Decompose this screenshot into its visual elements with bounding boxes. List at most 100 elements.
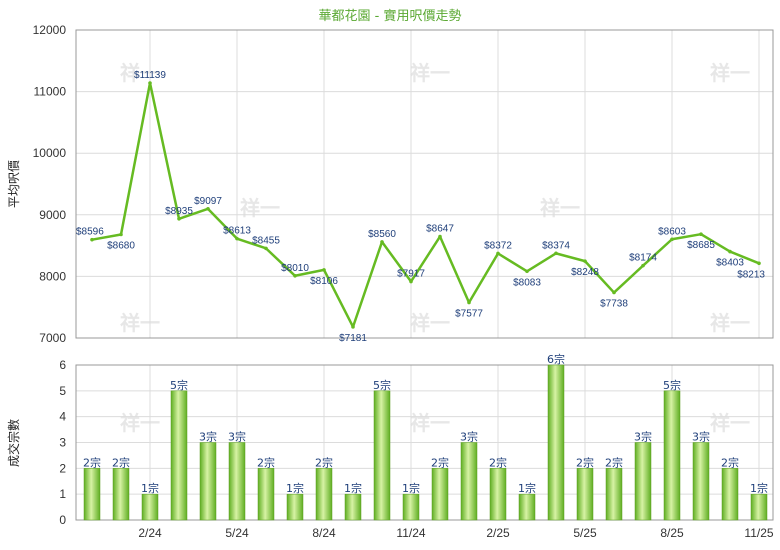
price-point-label: $7917	[397, 269, 425, 280]
volume-y-ticks: 0 1 2 3 4 5 6	[59, 358, 66, 527]
x-tick-label: 2/24	[138, 526, 162, 540]
volume-bar	[518, 493, 536, 521]
volume-bar-label: 2宗	[431, 455, 449, 469]
volume-bar	[286, 493, 304, 521]
price-point	[119, 232, 123, 237]
volume-y-tick: 3	[59, 436, 66, 450]
volume-y-tick: 2	[59, 461, 66, 475]
price-point-label: $7181	[339, 333, 367, 344]
volume-bar-label: 1宗	[286, 481, 304, 495]
x-tick-label: 8/24	[312, 526, 336, 540]
price-point-label: $8083	[513, 277, 541, 288]
volume-bar-label: 5宗	[170, 378, 188, 392]
price-point-label: $8106	[310, 276, 338, 287]
volume-bar	[460, 442, 478, 521]
price-point	[583, 259, 587, 263]
volume-bar-label: 2宗	[112, 455, 130, 469]
volume-y-tick: 1	[59, 487, 66, 501]
volume-bar	[199, 442, 217, 521]
volume-bar	[431, 468, 449, 521]
volume-bar-label: 1宗	[141, 481, 159, 495]
volume-y-tick: 0	[59, 513, 66, 527]
volume-bar-label: 1宗	[518, 481, 536, 495]
volume-bar	[692, 442, 710, 521]
volume-bar	[257, 468, 275, 521]
volume-y-tick: 4	[59, 410, 66, 424]
x-tick-label: 11/25	[744, 526, 773, 540]
volume-bar-label: 2宗	[257, 455, 275, 469]
volume-bar	[83, 468, 101, 521]
watermark-text: 祥一	[120, 411, 160, 435]
volume-bars: 2宗 2宗 1宗 5宗 3宗 3宗 2宗 1宗 2宗 1宗 5宗 1宗 2宗 3宗 2宗 1宗 6宗 2宗 2宗 3宗…	[83, 352, 768, 521]
price-point	[177, 217, 181, 221]
price-point	[554, 251, 558, 256]
price-y-tick: 11000	[34, 85, 67, 99]
volume-bar	[721, 468, 739, 521]
volume-bar-label: 2宗	[721, 455, 739, 469]
price-point-label: $8560	[368, 229, 396, 240]
volume-bar	[112, 468, 130, 521]
watermark-text: 祥一	[120, 311, 160, 335]
price-point	[496, 251, 500, 256]
volume-bar-label: 2宗	[489, 455, 507, 469]
x-tick-label: 11/24	[396, 526, 425, 540]
volume-bar-label: 3宗	[460, 430, 478, 444]
volume-y-tick: 5	[59, 384, 66, 398]
volume-bar	[547, 364, 565, 521]
price-point	[525, 269, 529, 274]
price-y-tick: 8000	[39, 269, 66, 283]
watermark-text: 祥一	[540, 196, 580, 220]
volume-bar	[315, 468, 333, 521]
x-axis-ticks: 2/24 5/24 8/24 11/24 2/25 5/25 8/25 11/25	[138, 526, 774, 540]
price-point	[699, 232, 703, 237]
price-point	[264, 246, 268, 251]
price-point-label: $8935	[165, 206, 193, 217]
volume-bar	[141, 493, 159, 521]
price-point-label: $8174	[629, 253, 657, 264]
price-y-ticks: 7000 8000 9000 10000 11000 12000	[33, 23, 67, 345]
price-point-label: $8213	[737, 269, 765, 280]
watermark-text: 祥一	[710, 311, 750, 335]
price-point-label: $8647	[426, 224, 454, 235]
watermark-text: 祥一	[710, 61, 750, 85]
price-point	[235, 236, 239, 241]
volume-bar	[663, 390, 681, 521]
price-point-label: $9097	[194, 196, 222, 207]
price-point-label: $8372	[484, 240, 512, 251]
volume-bar-label: 3宗	[634, 430, 652, 444]
price-y-tick: 9000	[39, 208, 66, 222]
volume-bar-label: 3宗	[228, 430, 246, 444]
volume-bar	[373, 390, 391, 521]
volume-bar	[228, 442, 246, 521]
volume-bar	[402, 493, 420, 521]
price-point	[322, 268, 326, 272]
volume-bar	[344, 493, 362, 521]
price-point-label: $8248	[571, 267, 599, 278]
price-point-label: $7738	[600, 299, 628, 310]
volume-bar	[605, 468, 623, 521]
price-point	[728, 249, 732, 254]
price-point	[351, 325, 355, 329]
price-y-tick: 12000	[33, 23, 67, 37]
volume-bar-label: 5宗	[663, 378, 681, 392]
volume-bar-label: 3宗	[199, 430, 217, 444]
volume-bar-label: 1宗	[402, 481, 420, 495]
volume-bar-label: 2宗	[315, 455, 333, 469]
volume-bar-label: 2宗	[605, 455, 623, 469]
volume-bar-label: 2宗	[576, 455, 594, 469]
watermark-text: 祥一	[240, 196, 280, 220]
volume-bar	[170, 390, 188, 521]
price-point	[612, 290, 616, 295]
price-point	[293, 273, 297, 278]
price-point	[757, 261, 761, 266]
volume-bar	[634, 442, 652, 521]
price-point	[438, 234, 442, 239]
price-y-tick: 10000	[33, 146, 67, 160]
price-point-label: $8685	[687, 240, 715, 251]
price-point	[90, 237, 94, 242]
volume-bar-label: 6宗	[547, 352, 565, 366]
price-point-label: $8680	[107, 241, 135, 252]
